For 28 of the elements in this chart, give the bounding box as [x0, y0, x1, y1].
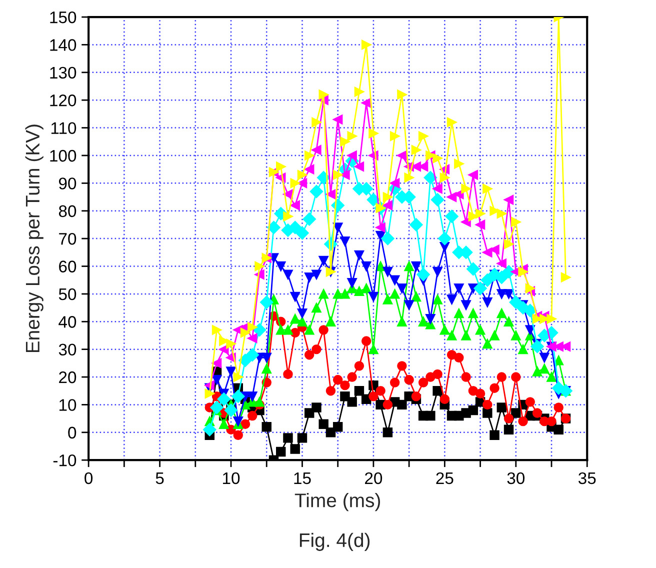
y-tick-label: 140 [50, 39, 76, 51]
y-tick-label: 0 [68, 426, 76, 439]
y-tick-label: 130 [50, 66, 76, 79]
x-tick-label: 10 [223, 472, 240, 484]
x-tick-label: 35 [578, 472, 596, 484]
y-tick-label: 30 [58, 344, 76, 356]
y-axis-title: Energy Loss per Turn (KV) [25, 124, 44, 352]
y-tick-label: 80 [58, 205, 76, 218]
caption: Fig. 4(d) [300, 532, 370, 551]
y-tick-label: 20 [59, 371, 76, 384]
x-tick-label: 15 [294, 472, 311, 484]
x-tick-label: 30 [507, 472, 525, 484]
x-axis-title: Time (ms) [294, 492, 380, 512]
y-tick-label: 40 [58, 316, 76, 328]
y-tick-label: 100 [50, 150, 76, 162]
y-tick-label: 10 [59, 399, 76, 411]
x-tick-label: 0 [84, 472, 93, 484]
y-tick-label: 70 [59, 232, 76, 245]
y-tick-label: 90 [59, 178, 76, 190]
y-tick-label: 60 [59, 260, 76, 272]
x-tick-label: 5 [156, 472, 164, 484]
y-tick-label: 50 [58, 288, 76, 300]
y-tick-label: 120 [50, 94, 76, 106]
y-tick-label: -10 [53, 454, 76, 466]
x-tick-label: 25 [436, 472, 454, 484]
x-tick-label: 20 [365, 472, 382, 484]
y-tick-label: 150 [50, 11, 76, 24]
y-tick-label: 110 [51, 122, 76, 134]
